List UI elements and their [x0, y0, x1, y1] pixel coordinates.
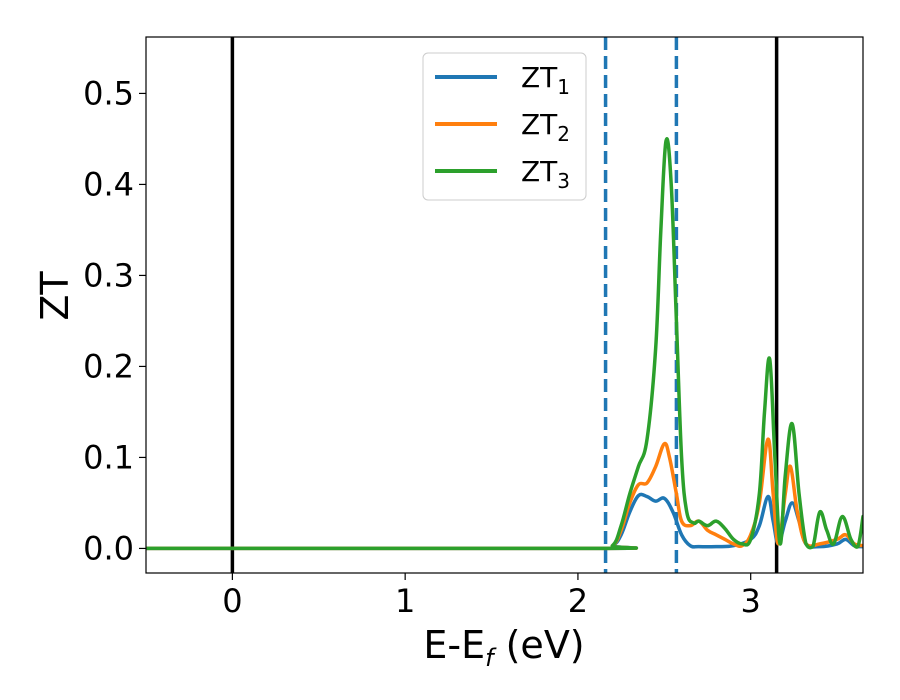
legend-label-zt3: ZT3	[521, 155, 570, 193]
legend: ZT1 ZT2 ZT3	[422, 52, 587, 201]
y-tick-label: 0.5	[83, 74, 134, 112]
legend-label-zt1: ZT1	[521, 61, 570, 99]
x-tick-label: 2	[568, 582, 588, 620]
x-axis-label-tail: (eV)	[494, 623, 585, 667]
x-axis-label: E-Ef (eV)	[423, 623, 584, 672]
x-tick-label: 0	[222, 582, 242, 620]
y-tick-label: 0.3	[83, 256, 134, 294]
legend-label-zt2: ZT2	[521, 108, 570, 146]
x-axis-label-main: E-E	[423, 623, 485, 667]
series-line-zt3	[146, 137, 863, 551]
series-line-zt2	[146, 437, 863, 551]
plot-frame	[145, 36, 864, 574]
y-axis-label: ZT	[33, 271, 77, 321]
y-tick-label: 0.4	[83, 165, 134, 203]
y-tick-label: 0.0	[83, 529, 134, 567]
x-tick-label: 3	[741, 582, 761, 620]
y-tick-label: 0.2	[83, 347, 134, 385]
x-tick-label: 1	[395, 582, 415, 620]
y-tick-label: 0.1	[83, 438, 134, 476]
legend-frame	[422, 52, 587, 201]
